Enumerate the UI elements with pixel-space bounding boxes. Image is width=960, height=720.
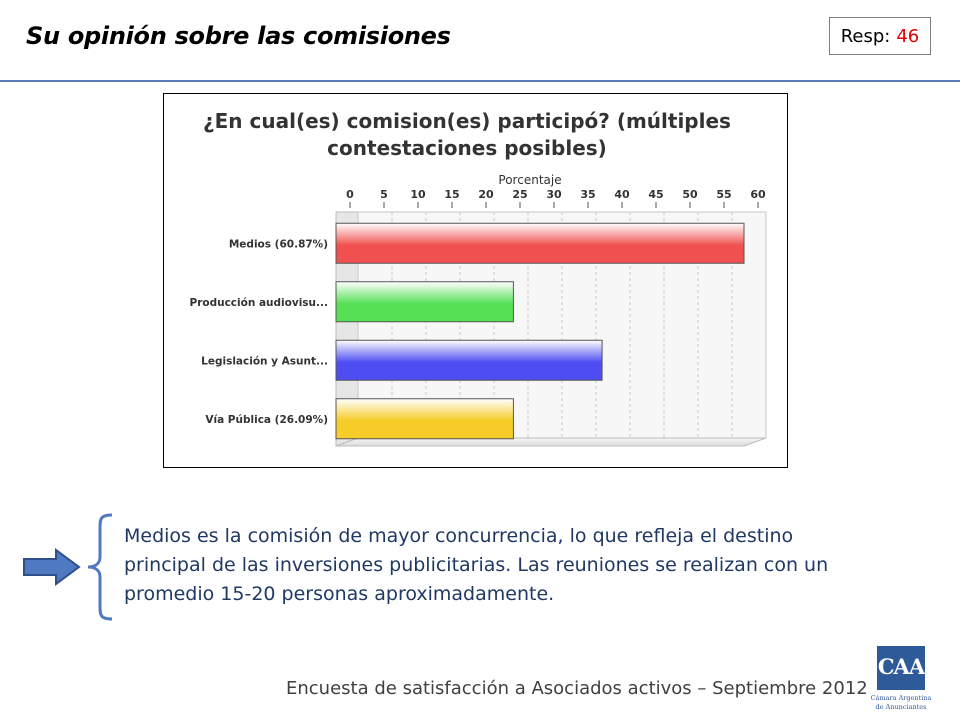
category-label: Legislación y Asunt... [201, 355, 328, 367]
x-tick-label: 50 [682, 188, 698, 201]
footer-text: Encuesta de satisfacción a Asociados act… [286, 678, 868, 699]
bar [335, 222, 745, 264]
bar [335, 281, 514, 323]
category-label: Producción audiovisu... [190, 297, 329, 309]
chart-frame: ¿En cual(es) comision(es) participó? (mú… [163, 93, 788, 468]
x-tick-label: 5 [380, 188, 388, 201]
logo-line2: de Anunciantes [875, 703, 927, 711]
x-tick-label: 30 [546, 188, 562, 201]
x-tick-label: 45 [648, 188, 663, 201]
x-tick-label: 60 [750, 188, 766, 201]
category-label: Medios (60.87%) [229, 238, 328, 250]
takeaway-text: Medios es la comisión de mayor concurren… [124, 525, 829, 605]
x-axis-ticks: 0 5 10 15 20 25 30 35 40 45 50 55 60 [346, 188, 766, 208]
logo-line1: Cámara Argentina [870, 694, 932, 702]
x-tick-label: 40 [614, 188, 630, 201]
arrow-right-icon [22, 547, 82, 592]
x-tick-label: 0 [346, 188, 354, 201]
response-count-label: Resp: [840, 25, 891, 47]
plot-floor [335, 437, 767, 447]
bars [335, 222, 745, 440]
category-labels: Medios (60.87%) Producción audiovisu... Le… [190, 238, 329, 426]
x-axis-label: Porcentaje [498, 173, 561, 187]
bar [335, 398, 514, 440]
chart-title-line1: ¿En cual(es) comision(es) participó? (mú… [203, 109, 731, 133]
x-tick-label: 10 [410, 188, 426, 201]
x-tick-label: 15 [444, 188, 459, 201]
bar [335, 339, 603, 381]
slide-title: Su opinión sobre las comisiones [26, 22, 451, 50]
left-brace-icon [86, 513, 114, 626]
logo-letters: CAA [877, 654, 925, 679]
category-label: Vía Pública (26.09%) [205, 414, 328, 426]
x-tick-label: 25 [512, 188, 527, 201]
x-tick-label: 35 [580, 188, 595, 201]
chart-title-line2: contestaciones posibles) [327, 136, 607, 160]
logo-mark: CAA [877, 646, 925, 690]
response-count-value: 46 [896, 25, 920, 47]
response-count-box: Resp: 46 [829, 17, 931, 55]
title-divider [0, 80, 960, 82]
bar-chart: ¿En cual(es) comision(es) participó? (mú… [190, 109, 767, 447]
caa-logo: CAA Cámara Argentina de Anunciantes [864, 643, 938, 713]
x-tick-label: 20 [478, 188, 494, 201]
x-tick-label: 55 [716, 188, 731, 201]
